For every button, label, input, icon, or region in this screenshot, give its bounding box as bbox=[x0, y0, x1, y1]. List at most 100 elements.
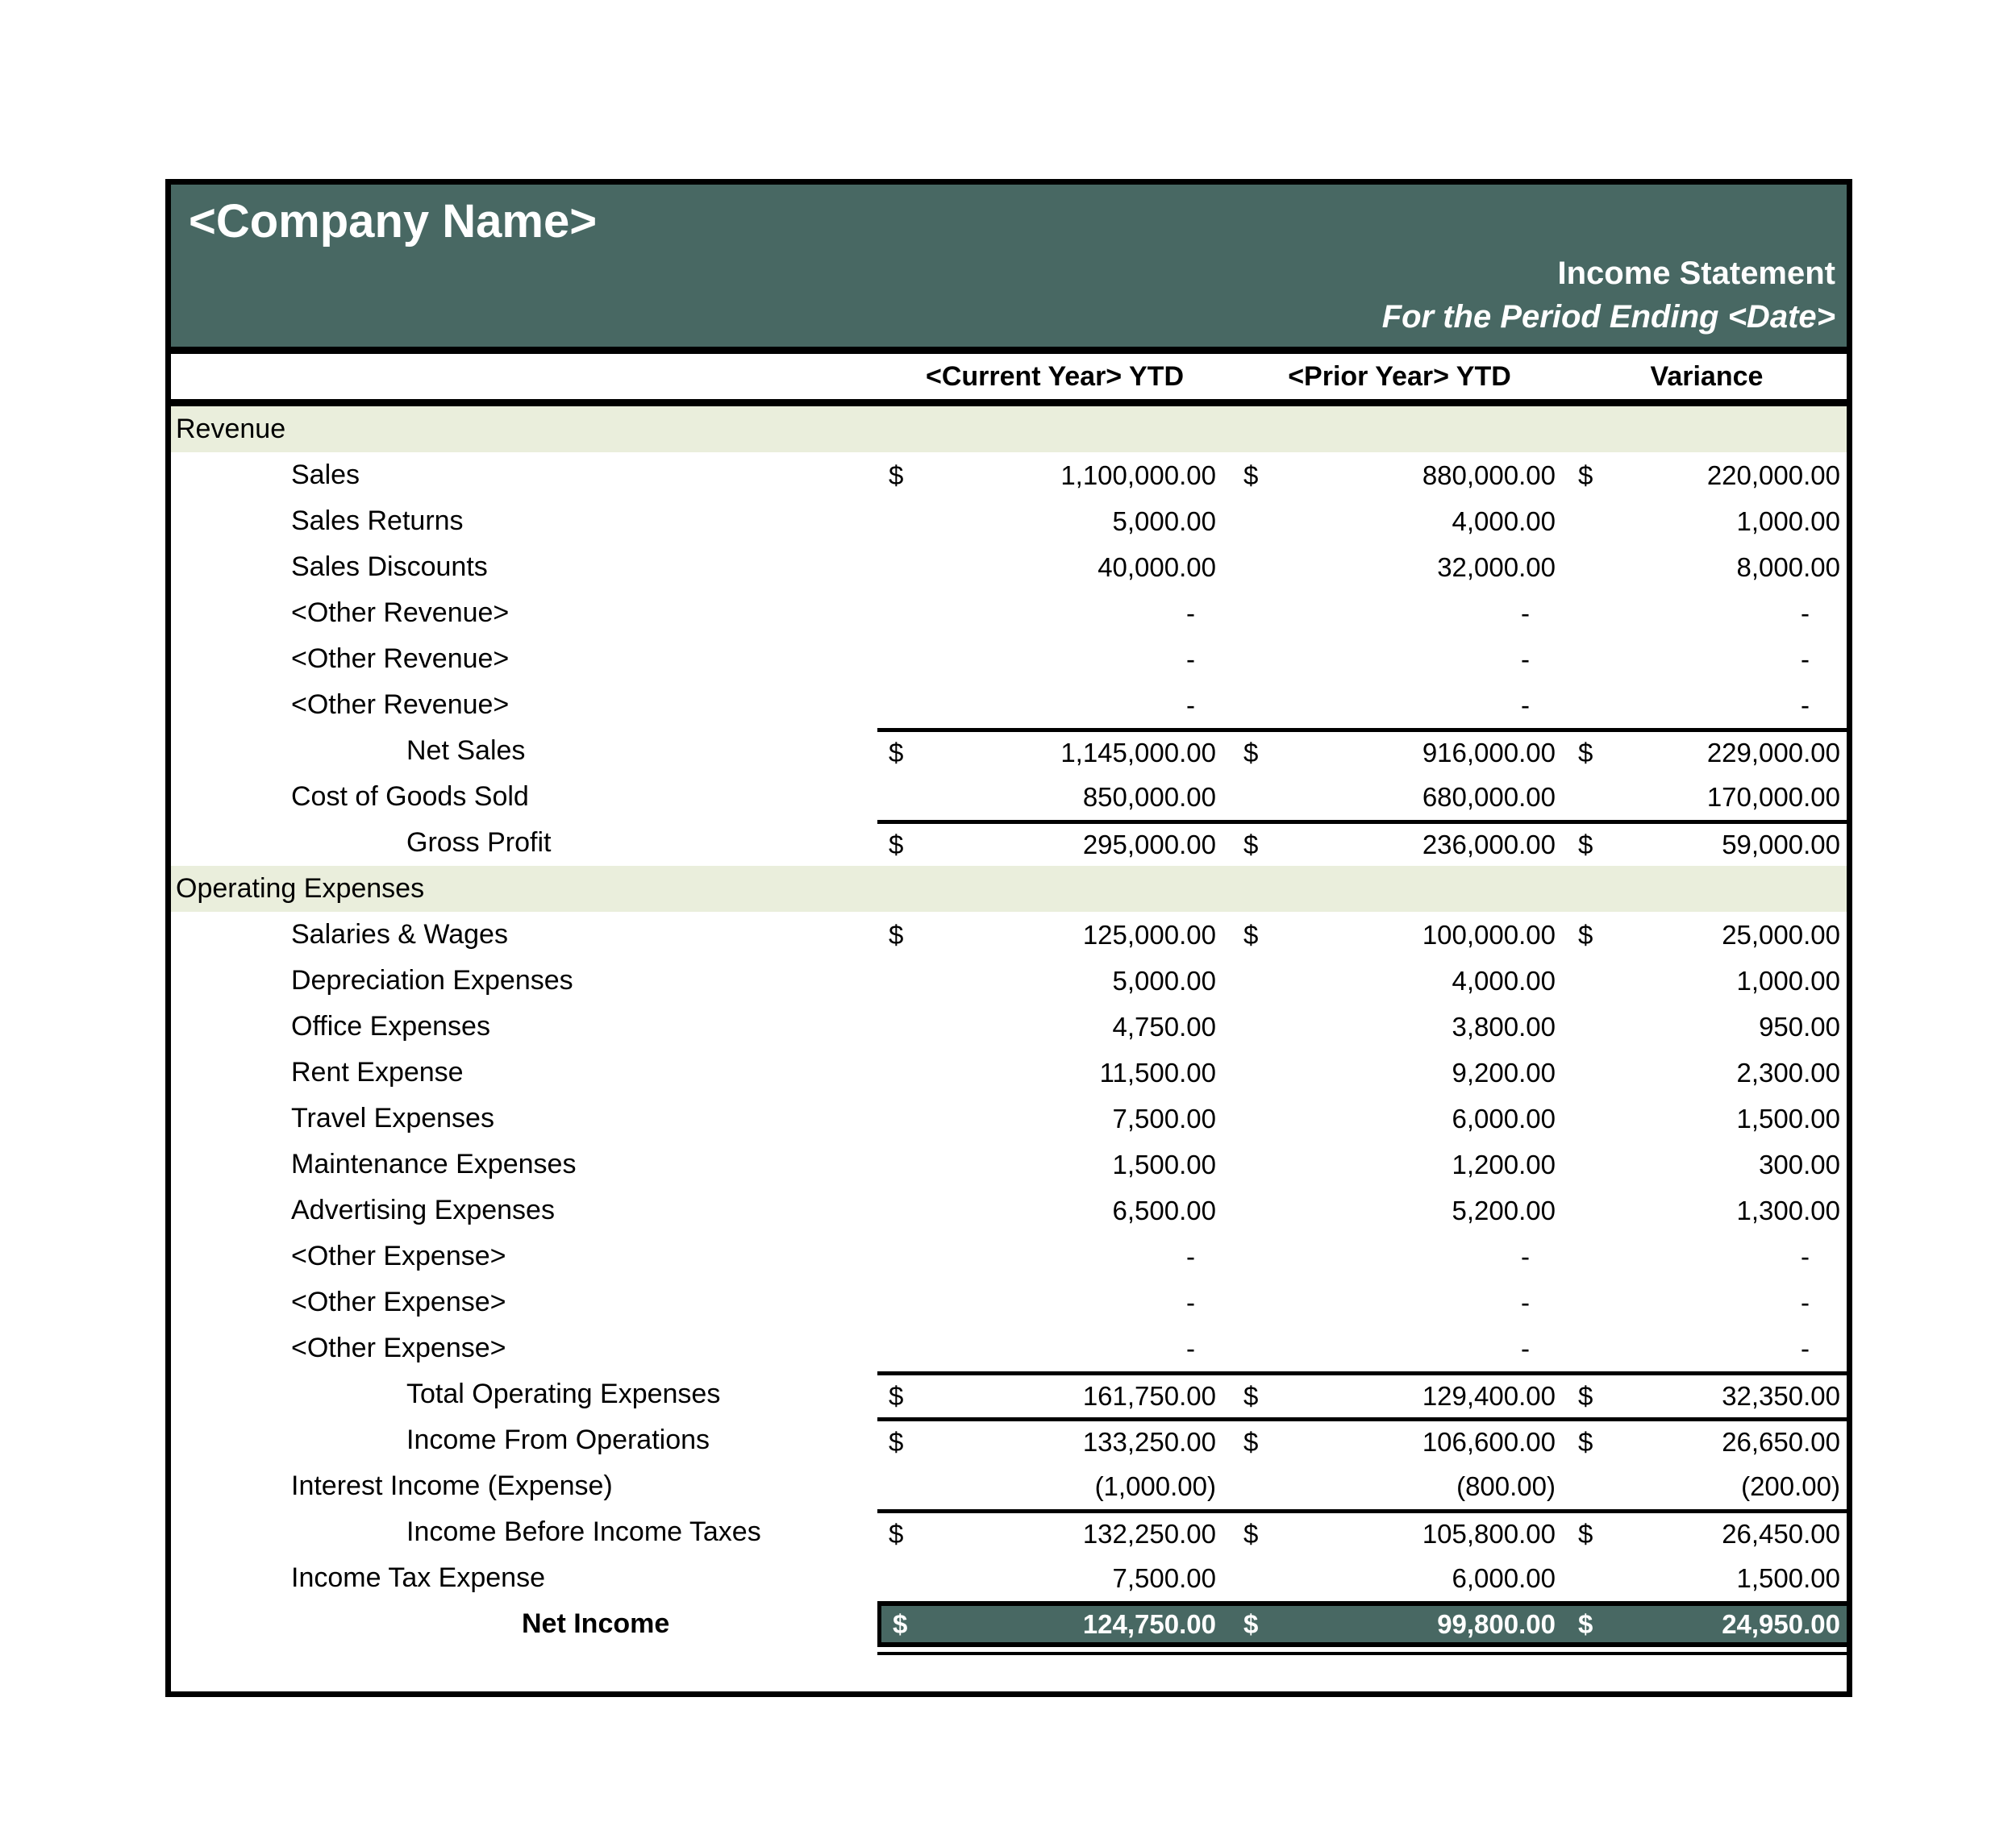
amount-variance: - bbox=[1801, 643, 1810, 674]
currency-symbol: $ bbox=[1243, 460, 1259, 490]
amount-prior-year: 32,000.00 bbox=[1437, 551, 1556, 582]
row-label: Interest Income (Expense) bbox=[291, 1471, 613, 1501]
amount-variance: - bbox=[1801, 689, 1810, 720]
cell-variance: 8,000.00 bbox=[1567, 544, 1847, 590]
amount-prior-year: - bbox=[1521, 689, 1530, 720]
row-label: <Other Revenue> bbox=[291, 689, 510, 720]
cell-variance: 1,000.00 bbox=[1567, 958, 1847, 1004]
table-row: Office Expenses 4,750.00 3,800.00 950.00 bbox=[171, 1004, 1847, 1050]
amount-current-year: 7,500.00 bbox=[1112, 1103, 1216, 1134]
amount-variance: 1,000.00 bbox=[1736, 505, 1840, 536]
table-row: Travel Expenses 7,500.00 6,000.00 1,500.… bbox=[171, 1096, 1847, 1142]
table-row: Sales $ 1,100,000.00 $ 880,000.00 $ 220,… bbox=[171, 452, 1847, 498]
currency-symbol: $ bbox=[1578, 1519, 1593, 1549]
amount-prior-year: 6,000.00 bbox=[1452, 1562, 1556, 1593]
cell-prior-year: $ 99,800.00 bbox=[1232, 1601, 1567, 1647]
amount-prior-year: 3,800.00 bbox=[1452, 1011, 1556, 1042]
table-row: Income Tax Expense 7,500.00 6,000.00 1,5… bbox=[171, 1555, 1847, 1601]
cell-prior-year: 4,000.00 bbox=[1232, 958, 1567, 1004]
company-name: <Company Name> bbox=[189, 195, 598, 248]
cell-prior-year: 4,000.00 bbox=[1232, 498, 1567, 544]
cell-variance: $ 220,000.00 bbox=[1567, 452, 1847, 498]
currency-symbol: $ bbox=[1243, 919, 1259, 950]
column-header-variance: Variance bbox=[1650, 360, 1764, 392]
currency-symbol: $ bbox=[1578, 738, 1593, 768]
table-row: Maintenance Expenses 1,500.00 1,200.00 3… bbox=[171, 1142, 1847, 1188]
amount-variance: 950.00 bbox=[1759, 1011, 1840, 1042]
cell-current-year: 40,000.00 bbox=[877, 544, 1232, 590]
amount-current-year: 1,145,000.00 bbox=[1060, 738, 1216, 768]
empty-row bbox=[171, 1655, 1847, 1699]
amount-prior-year: 916,000.00 bbox=[1422, 738, 1556, 768]
amount-prior-year: 100,000.00 bbox=[1422, 919, 1556, 950]
cell-prior-year: $ 880,000.00 bbox=[1232, 452, 1567, 498]
cell-variance: 1,300.00 bbox=[1567, 1188, 1847, 1233]
cell-prior-year: - bbox=[1232, 1325, 1567, 1371]
table-row: Interest Income (Expense) (1,000.00) (80… bbox=[171, 1463, 1847, 1509]
cell-prior-year: 680,000.00 bbox=[1232, 774, 1567, 820]
amount-current-year: - bbox=[1186, 1287, 1195, 1317]
cell-variance: $ 59,000.00 bbox=[1567, 820, 1847, 866]
cell-variance: $ 26,650.00 bbox=[1567, 1417, 1847, 1463]
row-label: Salaries & Wages bbox=[291, 919, 508, 950]
cell-prior-year: - bbox=[1232, 636, 1567, 682]
section-header-row: Revenue bbox=[171, 406, 1847, 452]
table-row: Rent Expense 11,500.00 9,200.00 2,300.00 bbox=[171, 1050, 1847, 1096]
table-row: <Other Expense> - - - bbox=[171, 1325, 1847, 1371]
row-label: Sales Discounts bbox=[291, 551, 488, 582]
currency-symbol: $ bbox=[1243, 738, 1259, 768]
cell-variance: - bbox=[1567, 590, 1847, 636]
cell-current-year: $ 161,750.00 bbox=[877, 1371, 1232, 1417]
amount-current-year: (1,000.00) bbox=[1094, 1471, 1216, 1501]
cell-variance: $ 26,450.00 bbox=[1567, 1509, 1847, 1555]
row-label: <Other Revenue> bbox=[291, 643, 510, 674]
currency-symbol: $ bbox=[1578, 1608, 1593, 1639]
table-row: Net Income $ 124,750.00 $ 99,800.00 $ 24… bbox=[171, 1601, 1847, 1647]
currency-symbol: $ bbox=[889, 738, 904, 768]
section-header-row: Operating Expenses bbox=[171, 866, 1847, 912]
cell-prior-year: $ 236,000.00 bbox=[1232, 820, 1567, 866]
amount-variance: - bbox=[1801, 1287, 1810, 1317]
amount-prior-year: 99,800.00 bbox=[1437, 1608, 1556, 1639]
divider-top bbox=[171, 347, 1847, 354]
amount-prior-year: - bbox=[1521, 1333, 1530, 1363]
row-label: <Other Expense> bbox=[291, 1333, 506, 1363]
cell-current-year: $ 132,250.00 bbox=[877, 1509, 1232, 1555]
row-label: Advertising Expenses bbox=[291, 1195, 555, 1225]
cell-current-year: 850,000.00 bbox=[877, 774, 1232, 820]
amount-variance: 1,300.00 bbox=[1736, 1195, 1840, 1225]
table-row: Cost of Goods Sold 850,000.00 680,000.00… bbox=[171, 774, 1847, 820]
amount-current-year: 161,750.00 bbox=[1082, 1381, 1216, 1411]
amount-prior-year: 5,200.00 bbox=[1452, 1195, 1556, 1225]
cell-current-year: 6,500.00 bbox=[877, 1188, 1232, 1233]
amount-prior-year: - bbox=[1521, 597, 1530, 628]
cell-current-year: - bbox=[877, 1325, 1232, 1371]
currency-symbol: $ bbox=[1578, 1381, 1593, 1411]
amount-variance: 220,000.00 bbox=[1706, 460, 1840, 490]
table-row: Sales Discounts 40,000.00 32,000.00 8,00… bbox=[171, 544, 1847, 590]
cell-current-year: - bbox=[877, 1279, 1232, 1325]
amount-prior-year: 4,000.00 bbox=[1452, 965, 1556, 996]
amount-current-year: - bbox=[1186, 1333, 1195, 1363]
amount-variance: 300.00 bbox=[1759, 1149, 1840, 1179]
amount-prior-year: 6,000.00 bbox=[1452, 1103, 1556, 1134]
cell-variance: 170,000.00 bbox=[1567, 774, 1847, 820]
row-label: Net Sales bbox=[406, 735, 526, 766]
amount-current-year: 4,750.00 bbox=[1112, 1011, 1216, 1042]
cell-current-year: - bbox=[877, 1233, 1232, 1279]
amount-current-year: 1,100,000.00 bbox=[1060, 460, 1216, 490]
amount-prior-year: - bbox=[1521, 1241, 1530, 1271]
amount-prior-year: - bbox=[1521, 1287, 1530, 1317]
currency-symbol: $ bbox=[1243, 1427, 1259, 1457]
amount-prior-year: 880,000.00 bbox=[1422, 460, 1556, 490]
cell-variance: 950.00 bbox=[1567, 1004, 1847, 1050]
cell-variance: $ 32,350.00 bbox=[1567, 1371, 1847, 1417]
cell-prior-year: - bbox=[1232, 1279, 1567, 1325]
cell-current-year: 5,000.00 bbox=[877, 498, 1232, 544]
table-row: Depreciation Expenses 5,000.00 4,000.00 … bbox=[171, 958, 1847, 1004]
currency-symbol: $ bbox=[889, 830, 904, 859]
row-label: Cost of Goods Sold bbox=[291, 781, 529, 812]
cell-current-year: $ 1,145,000.00 bbox=[877, 728, 1232, 774]
cell-prior-year: $ 129,400.00 bbox=[1232, 1371, 1567, 1417]
row-label: Depreciation Expenses bbox=[291, 965, 573, 996]
